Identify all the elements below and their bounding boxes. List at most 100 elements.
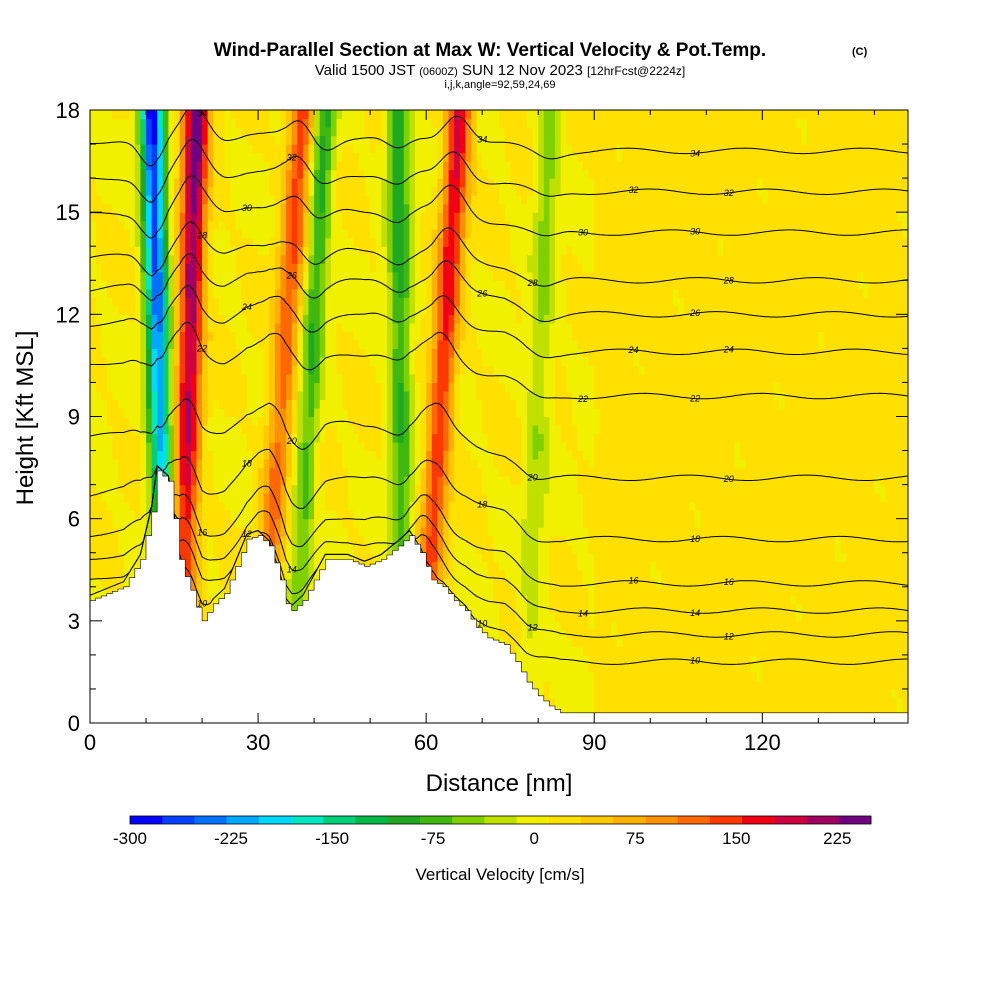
- velocity-cell: [140, 373, 147, 384]
- velocity-cell: [95, 203, 102, 213]
- velocity-cell: [319, 280, 326, 290]
- velocity-cell: [364, 467, 371, 477]
- velocity-cell: [134, 442, 142, 452]
- velocity-cell: [465, 535, 472, 545]
- velocity-cell: [314, 459, 321, 469]
- velocity-cell: [409, 169, 416, 179]
- velocity-cell: [207, 459, 214, 469]
- velocity-cell: [403, 518, 410, 528]
- velocity-cell: [280, 186, 287, 196]
- velocity-cell: [454, 152, 461, 162]
- velocity-cell: [308, 433, 315, 443]
- velocity-cell: [442, 467, 450, 477]
- velocity-cell: [420, 331, 427, 341]
- velocity-cell: [95, 578, 102, 588]
- velocity-cell: [426, 118, 433, 128]
- velocity-cell: [246, 433, 254, 443]
- velocity-cell: [454, 382, 461, 392]
- velocity-cell: [414, 348, 422, 358]
- velocity-cell: [213, 569, 220, 579]
- velocity-cell: [218, 271, 226, 281]
- velocity-cell: [420, 220, 427, 230]
- velocity-cell: [218, 484, 226, 494]
- velocity-cell: [330, 518, 338, 528]
- velocity-cell: [202, 569, 209, 579]
- velocity-cell: [185, 127, 192, 137]
- velocity-cell: [470, 476, 478, 486]
- velocity-cell: [420, 237, 427, 247]
- velocity-cell: [190, 569, 198, 579]
- velocity-cell: [325, 442, 332, 452]
- velocity-cell: [106, 382, 114, 392]
- velocity-cell: [151, 501, 158, 511]
- velocity-cell: [157, 144, 164, 154]
- velocity-cell: [280, 416, 287, 426]
- velocity-cell: [364, 271, 371, 281]
- velocity-cell: [134, 152, 142, 162]
- velocity-cell: [151, 442, 158, 452]
- velocity-cell: [196, 561, 203, 571]
- velocity-cell: [230, 288, 237, 298]
- velocity-cell: [168, 322, 175, 332]
- velocity-cell: [224, 229, 231, 239]
- velocity-cell: [470, 484, 478, 494]
- velocity-cell: [157, 425, 164, 435]
- velocity-cell: [302, 144, 310, 154]
- velocity-cell: [386, 322, 394, 332]
- velocity-cell: [269, 220, 276, 230]
- velocity-cell: [224, 297, 231, 307]
- velocity-cell: [241, 212, 248, 222]
- velocity-cell: [202, 203, 209, 213]
- velocity-cell: [470, 569, 478, 579]
- velocity-cell: [230, 407, 237, 418]
- velocity-cell: [196, 322, 203, 332]
- velocity-cell: [140, 186, 147, 196]
- velocity-cell: [459, 450, 466, 460]
- velocity-cell: [448, 229, 455, 239]
- velocity-cell: [420, 442, 427, 452]
- velocity-cell: [381, 144, 388, 154]
- velocity-cell: [140, 271, 147, 281]
- velocity-cell: [263, 390, 270, 401]
- velocity-cell: [364, 348, 371, 358]
- velocity-cell: [314, 152, 321, 162]
- velocity-cell: [364, 254, 371, 264]
- velocity-cell: [207, 169, 214, 179]
- velocity-cell: [302, 425, 310, 435]
- velocity-cell: [252, 373, 259, 384]
- velocity-cell: [146, 442, 153, 452]
- velocity-cell: [274, 484, 282, 494]
- velocity-cell: [442, 254, 450, 264]
- velocity-cell: [325, 118, 332, 128]
- velocity-cell: [280, 178, 287, 188]
- velocity-cell: [392, 178, 399, 188]
- velocity-cell: [370, 322, 377, 332]
- velocity-cell: [179, 382, 186, 392]
- velocity-cell: [190, 127, 198, 137]
- velocity-cell: [235, 467, 242, 477]
- velocity-cell: [448, 442, 455, 452]
- velocity-cell: [190, 535, 198, 545]
- velocity-cell: [269, 518, 276, 528]
- velocity-cell: [414, 373, 422, 384]
- velocity-cell: [409, 195, 416, 205]
- velocity-cell: [151, 339, 158, 349]
- velocity-cell: [230, 365, 237, 375]
- velocity-cell: [431, 212, 438, 222]
- velocity-cell: [291, 254, 298, 264]
- velocity-cell: [325, 459, 332, 469]
- velocity-cell: [448, 356, 455, 367]
- velocity-cell: [375, 510, 382, 520]
- velocity-cell: [370, 118, 377, 128]
- velocity-cell: [448, 305, 455, 315]
- velocity-cell: [426, 433, 433, 443]
- velocity-cell: [207, 586, 214, 596]
- velocity-cell: [325, 135, 332, 145]
- velocity-cell: [308, 535, 315, 545]
- velocity-cell: [274, 118, 282, 128]
- velocity-cell: [269, 399, 276, 409]
- velocity-cell: [470, 169, 478, 179]
- velocity-cell: [162, 425, 170, 435]
- velocity-cell: [146, 501, 153, 511]
- velocity-cell: [420, 271, 427, 281]
